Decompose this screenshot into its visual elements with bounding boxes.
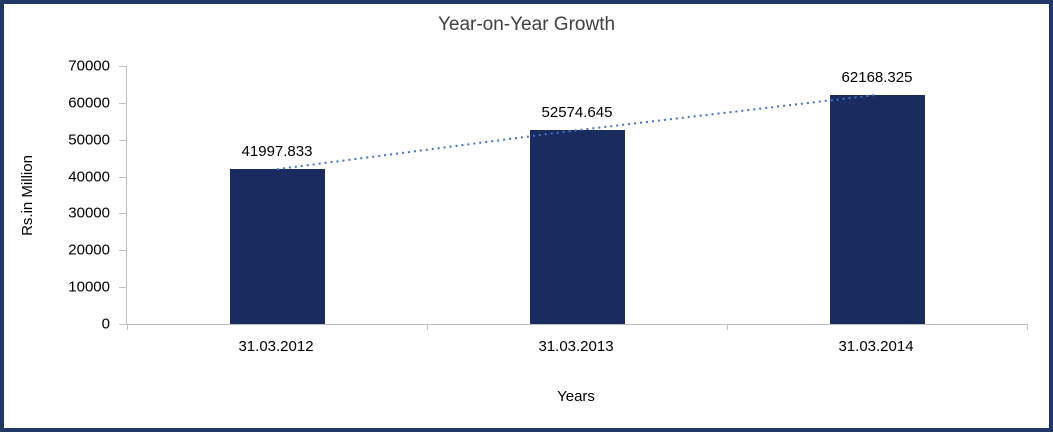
x-axis-title: Years [557,388,595,405]
x-category-label: 31.03.2014 [838,338,914,355]
y-axis-title: Rs.in Million [12,66,42,324]
x-axis-tick-mark [727,324,728,330]
y-axis-tick-mark [119,176,127,178]
y-axis-title-text: Rs.in Million [18,154,36,236]
y-axis-tick-mark [119,324,127,325]
x-axis-tick-mark [1027,324,1028,330]
x-axis-tick-mark [127,324,128,330]
bar-31.03.2013 [529,130,625,324]
y-axis-tick-mark [119,287,127,289]
bar-value-label: 41997.833 [241,143,313,161]
y-tick-label: 60000 [68,94,110,112]
y-tick-label: 0 [101,315,110,333]
bar-value-label: 62168.325 [841,68,913,86]
y-tick-label: 10000 [68,278,110,296]
bar-31.03.2012 [229,169,325,324]
x-category-label: 31.03.2012 [238,338,314,355]
y-tick-label: 50000 [68,131,110,149]
y-axis-tick-mark [119,139,127,141]
y-tick-label: 30000 [68,204,110,222]
bar-31.03.2014 [829,94,925,324]
y-axis-tick-mark [119,66,127,67]
y-tick-label: 70000 [68,57,110,75]
bar-value-label: 52574.645 [541,104,613,122]
y-tick-label: 40000 [68,168,110,186]
x-category-label: 31.03.2013 [538,338,614,355]
chart-title: Year-on-Year Growth [437,14,616,35]
y-axis-tick-labels: 0 10000 20000 30000 40000 50000 60000 70000 [44,58,118,333]
y-axis-tick-mark [119,102,127,104]
plot-area: 41997.833 52574.645 62168.325 [119,66,1028,330]
y-tick-label: 20000 [68,241,110,259]
y-axis-tick-mark [119,213,127,215]
x-axis-tick-mark [427,324,428,330]
y-axis-tick-mark [119,250,127,252]
